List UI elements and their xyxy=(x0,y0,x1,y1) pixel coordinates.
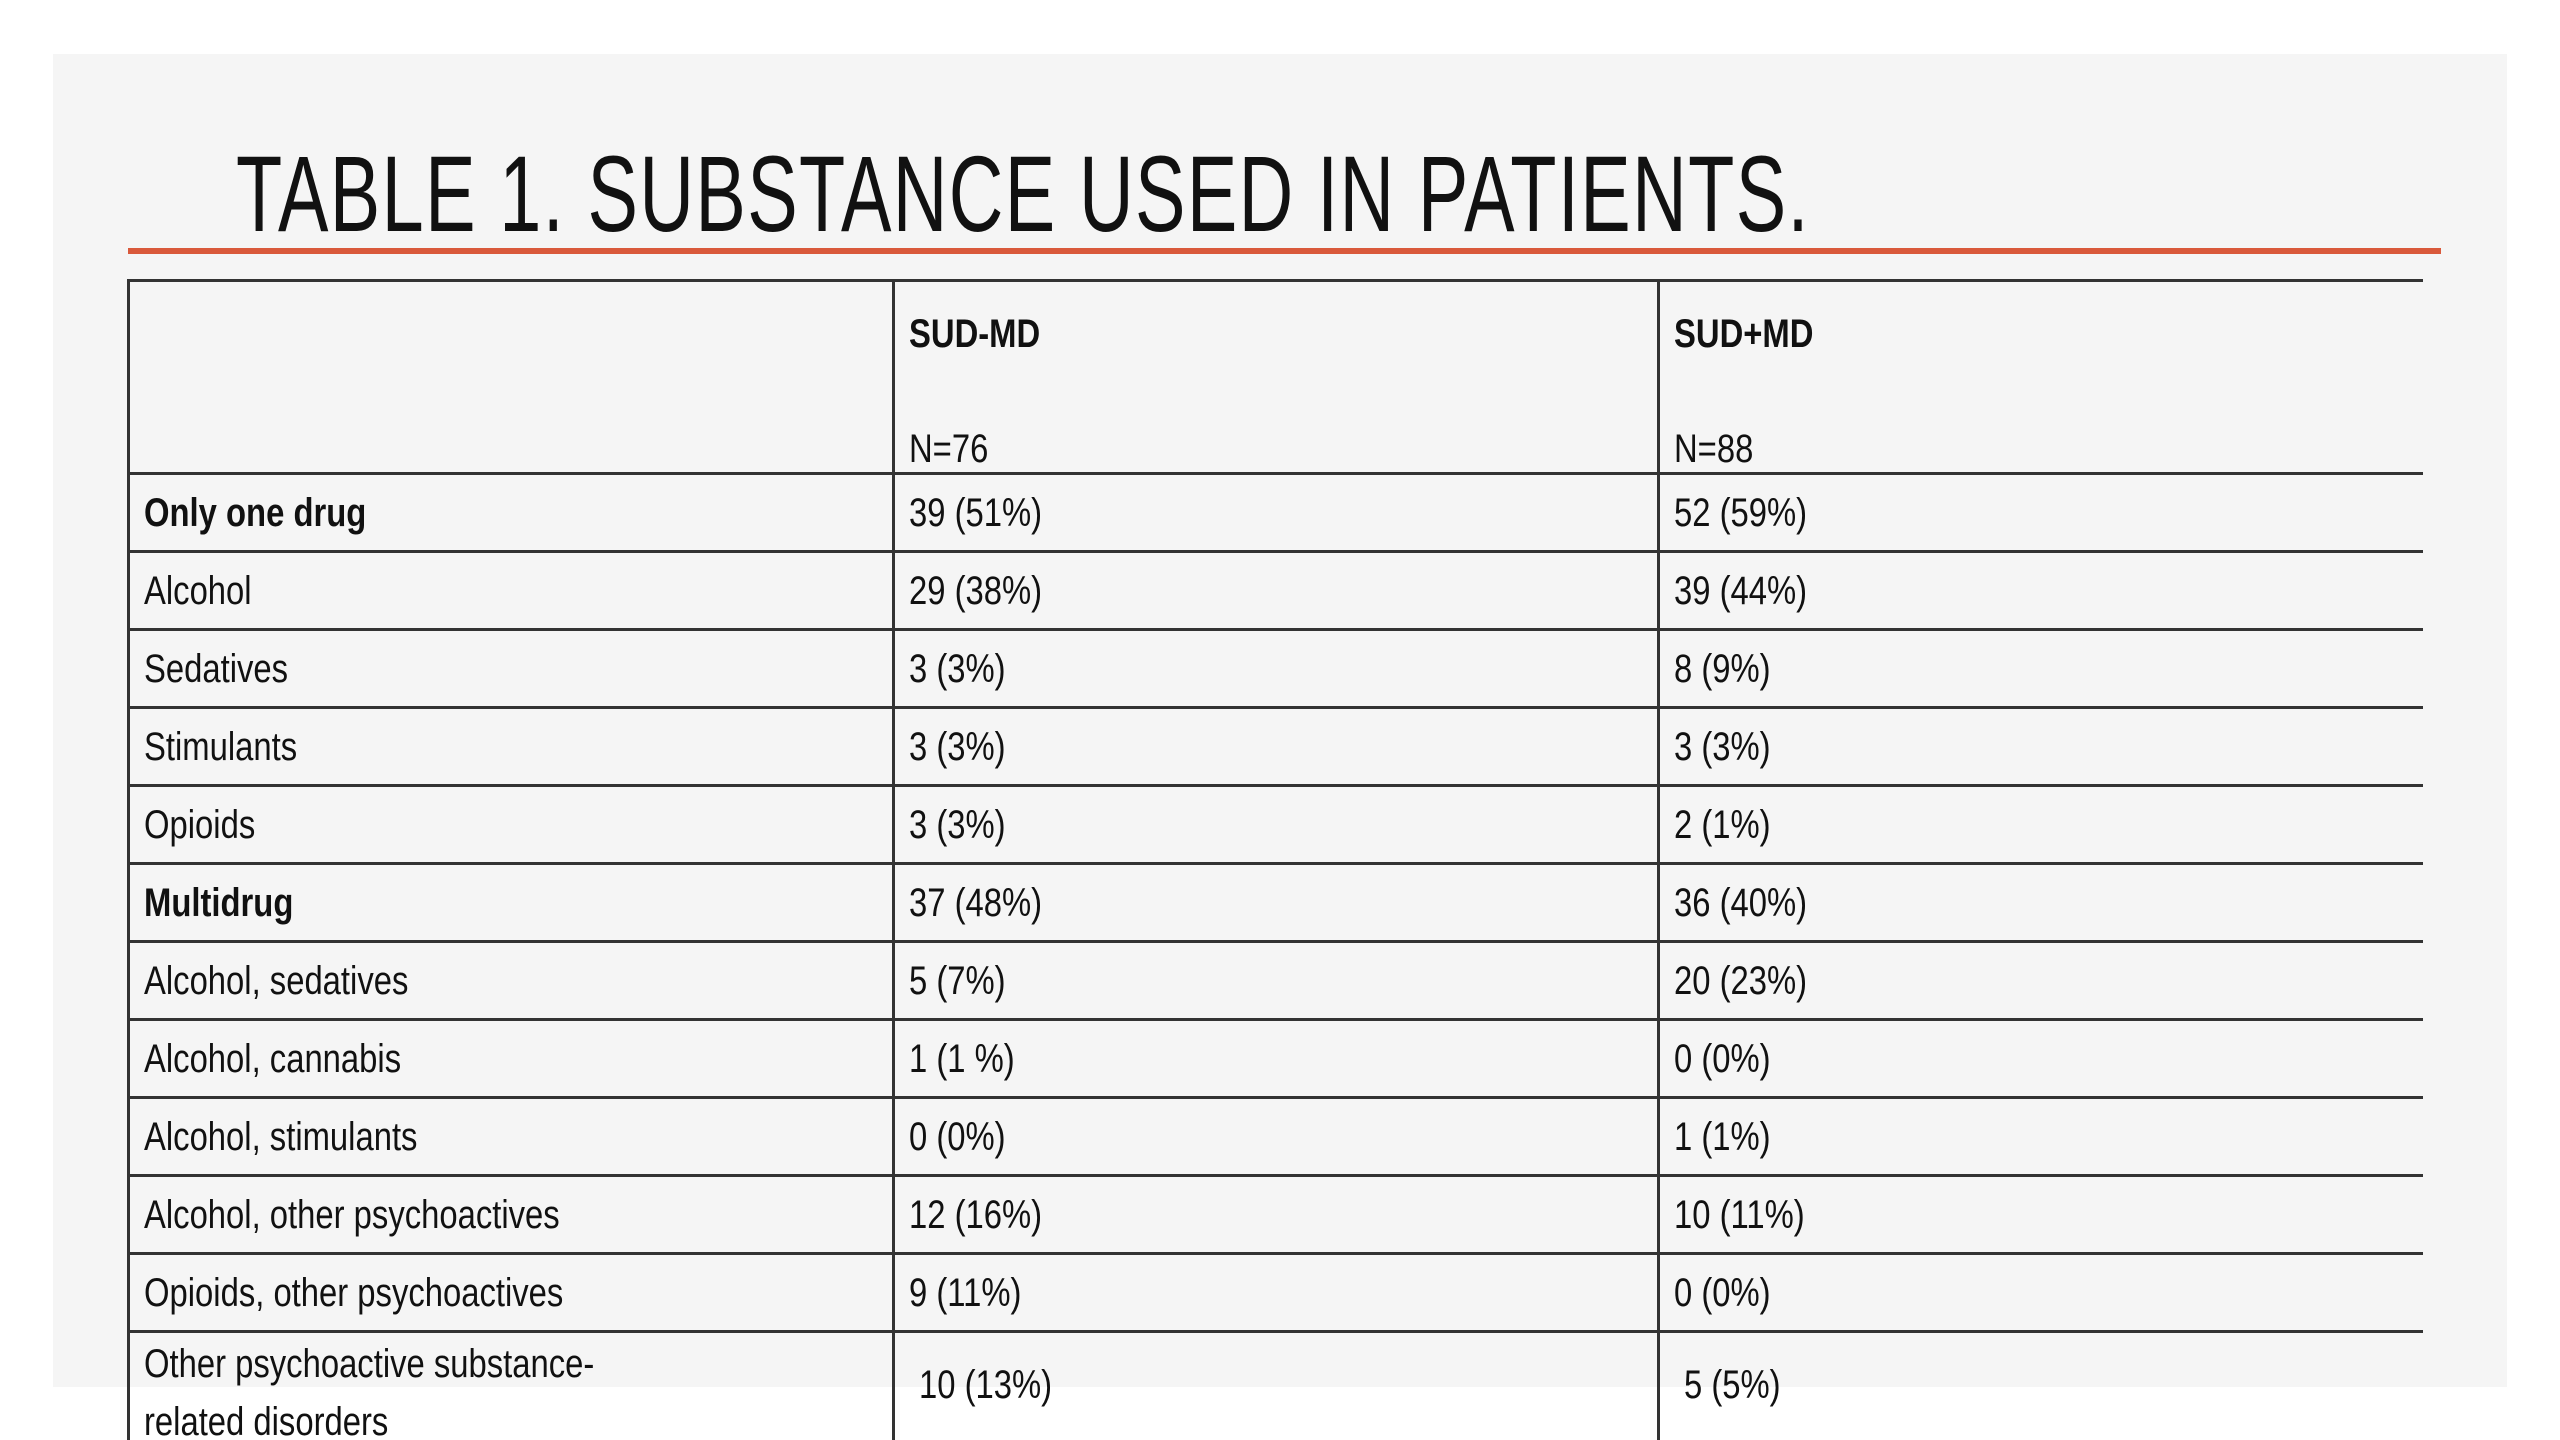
value-cell-sud-plus-md: 52 (59%) xyxy=(1657,472,2423,553)
value: 2 (1%) xyxy=(1674,802,1771,847)
value-cell-sud-plus-md: 0 (0%) xyxy=(1657,1018,2423,1099)
value: 8 (9%) xyxy=(1674,646,1771,691)
table-row: Alcohol, other psychoactives 12 (16%) 10… xyxy=(127,1174,2423,1255)
column-sample-size: N=76 xyxy=(909,427,989,471)
value: 9 (11%) xyxy=(909,1270,1022,1315)
substance-table: SUD-MD N=76 SUD+MD N=88 Only one drug 39… xyxy=(127,279,2423,1440)
row-label: Alcohol, sedatives xyxy=(144,958,409,1003)
value: 39 (51%) xyxy=(909,490,1043,535)
value: 0 (0%) xyxy=(909,1114,1006,1159)
table-row: Only one drug 39 (51%) 52 (59%) xyxy=(127,472,2423,553)
value: 5 (7%) xyxy=(909,958,1006,1003)
row-label: Alcohol, cannabis xyxy=(144,1036,402,1081)
row-label: Opioids xyxy=(144,802,256,847)
value-cell-sud-plus-md: 10 (11%) xyxy=(1657,1174,2423,1255)
value: 3 (3%) xyxy=(909,724,1006,769)
row-label: Other psychoactive substance-related dis… xyxy=(144,1342,595,1440)
value-cell-sud-plus-md: 1 (1%) xyxy=(1657,1096,2423,1177)
value: 20 (23%) xyxy=(1674,958,1808,1003)
value: 10 (11%) xyxy=(1674,1192,1805,1237)
value: 0 (0%) xyxy=(1674,1270,1771,1315)
table-row: Opioids 3 (3%) 2 (1%) xyxy=(127,784,2423,865)
table-container: SUD-MD N=76 SUD+MD N=88 Only one drug 39… xyxy=(127,279,2423,1440)
value-cell-sud-md: 0 (0%) xyxy=(892,1096,1660,1177)
value-cell-sud-plus-md: 3 (3%) xyxy=(1657,706,2423,787)
table-row: Alcohol, stimulants 0 (0%) 1 (1%) xyxy=(127,1096,2423,1177)
value-cell-sud-md: 29 (38%) xyxy=(892,550,1660,631)
value-cell-sud-plus-md: 8 (9%) xyxy=(1657,628,2423,709)
value-cell-sud-md: 37 (48%) xyxy=(892,862,1660,943)
row-label-cell: Alcohol, sedatives xyxy=(127,940,895,1021)
value-cell-sud-md: 3 (3%) xyxy=(892,706,1660,787)
value: 3 (3%) xyxy=(1674,724,1771,769)
row-label-cell: Alcohol, other psychoactives xyxy=(127,1174,895,1255)
value: 39 (44%) xyxy=(1674,568,1808,613)
table-header-row: SUD-MD N=76 SUD+MD N=88 xyxy=(127,279,2423,475)
row-label: Alcohol xyxy=(144,568,252,613)
table-row: Alcohol, cannabis 1 (1 %) 0 (0%) xyxy=(127,1018,2423,1099)
row-label: Sedatives xyxy=(144,646,289,691)
value: 3 (3%) xyxy=(909,646,1006,691)
value: 52 (59%) xyxy=(1674,490,1808,535)
value-cell-sud-plus-md: 36 (40%) xyxy=(1657,862,2423,943)
value-cell-sud-plus-md: 2 (1%) xyxy=(1657,784,2423,865)
row-label-cell: Alcohol, stimulants xyxy=(127,1096,895,1177)
table-row: Alcohol, sedatives 5 (7%) 20 (23%) xyxy=(127,940,2423,1021)
row-label-cell: Other psychoactive substance-related dis… xyxy=(127,1330,895,1440)
header-cell-sud-plus-md: SUD+MD N=88 xyxy=(1657,279,2423,475)
value-cell-sud-md: 3 (3%) xyxy=(892,628,1660,709)
row-label-cell: Stimulants xyxy=(127,706,895,787)
value-cell-sud-md: 1 (1 %) xyxy=(892,1018,1660,1099)
row-label-cell: Alcohol, cannabis xyxy=(127,1018,895,1099)
value: 12 (16%) xyxy=(909,1192,1043,1237)
value: 10 (13%) xyxy=(919,1363,1053,1407)
value-cell-sud-plus-md: 20 (23%) xyxy=(1657,940,2423,1021)
value: 36 (40%) xyxy=(1674,880,1808,925)
slide-title: TABLE 1. SUBSTANCE USED IN PATIENTS. xyxy=(236,133,1810,254)
row-label: Only one drug xyxy=(144,490,367,535)
value-cell-sud-md: 10 (13%) xyxy=(892,1330,1660,1440)
row-label: Multidrug xyxy=(144,880,294,925)
row-label-cell: Only one drug xyxy=(127,472,895,553)
value: 1 (1%) xyxy=(1674,1114,1771,1159)
row-label: Stimulants xyxy=(144,724,298,769)
title-underline xyxy=(128,248,2441,254)
value-cell-sud-md: 5 (7%) xyxy=(892,940,1660,1021)
column-name: SUD-MD xyxy=(909,312,1041,356)
value-cell-sud-plus-md: 0 (0%) xyxy=(1657,1252,2423,1333)
row-label-cell: Opioids xyxy=(127,784,895,865)
table-row: Multidrug 37 (48%) 36 (40%) xyxy=(127,862,2423,943)
row-label: Alcohol, other psychoactives xyxy=(144,1192,560,1237)
value: 1 (1 %) xyxy=(909,1036,1015,1081)
row-label-cell: Sedatives xyxy=(127,628,895,709)
table-row: Opioids, other psychoactives 9 (11%) 0 (… xyxy=(127,1252,2423,1333)
value: 3 (3%) xyxy=(909,802,1006,847)
column-name: SUD+MD xyxy=(1674,312,1814,356)
value-cell-sud-md: 9 (11%) xyxy=(892,1252,1660,1333)
row-label: Opioids, other psychoactives xyxy=(144,1270,564,1315)
value-cell-sud-md: 12 (16%) xyxy=(892,1174,1660,1255)
header-cell-sud-md: SUD-MD N=76 xyxy=(892,279,1660,475)
value: 29 (38%) xyxy=(909,568,1043,613)
value: 0 (0%) xyxy=(1674,1036,1771,1081)
value-cell-sud-plus-md: 5 (5%) xyxy=(1657,1330,2423,1440)
table-row: Sedatives 3 (3%) 8 (9%) xyxy=(127,628,2423,709)
row-label-cell: Multidrug xyxy=(127,862,895,943)
value-cell-sud-md: 3 (3%) xyxy=(892,784,1660,865)
header-cell-empty xyxy=(127,279,895,475)
column-sample-size: N=88 xyxy=(1674,427,1754,471)
row-label-cell: Opioids, other psychoactives xyxy=(127,1252,895,1333)
value-cell-sud-plus-md: 39 (44%) xyxy=(1657,550,2423,631)
table-row: Other psychoactive substance-related dis… xyxy=(127,1330,2423,1440)
table-row: Stimulants 3 (3%) 3 (3%) xyxy=(127,706,2423,787)
row-label: Alcohol, stimulants xyxy=(144,1114,418,1159)
table-row: Alcohol 29 (38%) 39 (44%) xyxy=(127,550,2423,631)
row-label-cell: Alcohol xyxy=(127,550,895,631)
value-cell-sud-md: 39 (51%) xyxy=(892,472,1660,553)
value: 37 (48%) xyxy=(909,880,1043,925)
value: 5 (5%) xyxy=(1684,1363,1781,1407)
